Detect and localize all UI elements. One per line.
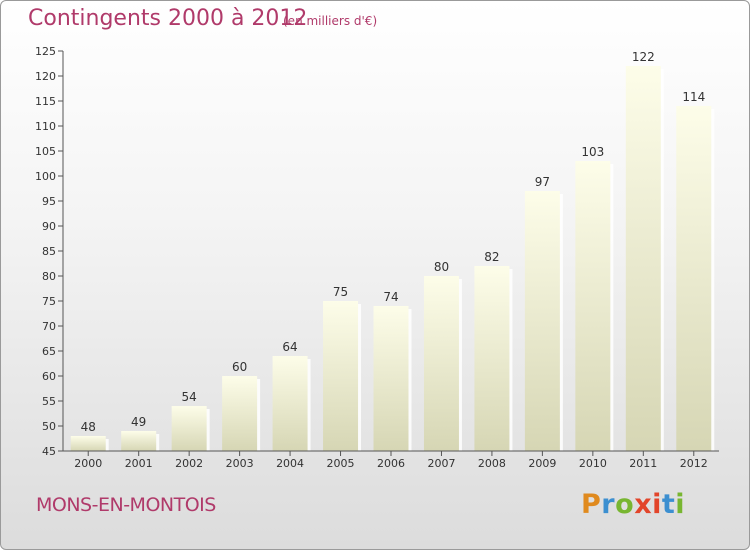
y-tick-label: 70 — [42, 320, 56, 333]
bar-value-label: 114 — [682, 90, 705, 104]
bar — [524, 191, 560, 451]
bar-value-label: 64 — [282, 340, 297, 354]
x-tick-label: 2002 — [175, 457, 203, 470]
bar-value-label: 82 — [484, 250, 499, 264]
bar — [121, 431, 157, 451]
bar — [423, 276, 459, 451]
logo-letter: i — [652, 489, 662, 520]
y-tick-label: 120 — [35, 70, 56, 83]
bar — [373, 306, 409, 451]
bar-value-label: 75 — [333, 285, 348, 299]
logo-letter: i — [675, 489, 686, 520]
bar-value-label: 97 — [535, 175, 550, 189]
x-tick-label: 2003 — [226, 457, 254, 470]
x-tick-label: 2000 — [74, 457, 102, 470]
commune-name: MONS-EN-MONTOIS — [36, 494, 216, 516]
bar — [171, 406, 207, 451]
logo-letter: o — [615, 489, 635, 520]
x-tick-label: 2011 — [629, 457, 657, 470]
bar-value-label: 48 — [81, 420, 96, 434]
bar-value-label: 49 — [131, 415, 146, 429]
chart-subtitle: (en milliers d'€) — [283, 14, 378, 28]
bar — [272, 356, 308, 451]
y-tick-label: 75 — [42, 295, 56, 308]
x-tick-label: 2012 — [680, 457, 708, 470]
x-tick-label: 2005 — [327, 457, 355, 470]
logo-letter: P — [581, 489, 602, 520]
y-tick-label: 60 — [42, 370, 56, 383]
y-tick-label: 95 — [42, 195, 56, 208]
y-tick-label: 110 — [35, 120, 56, 133]
axes-group: 2000 2001 2002 2003 2004 2005 2006 2007 2008 2009… — [35, 45, 719, 470]
y-tick-label: 55 — [42, 395, 56, 408]
proxiti-logo: Proxiti — [581, 489, 685, 520]
bar-value-label: 60 — [232, 360, 247, 374]
y-tick-label: 85 — [42, 245, 56, 258]
logo-letter: r — [601, 489, 616, 520]
bar-value-label: 54 — [182, 390, 197, 404]
x-tick-label: 2009 — [528, 457, 556, 470]
x-tick-label: 2004 — [276, 457, 304, 470]
bar — [676, 106, 712, 451]
chart-title: Contingents 2000 à 2012 — [28, 6, 308, 31]
y-tick-label: 80 — [42, 270, 56, 283]
bar — [474, 266, 510, 451]
y-tick-label: 45 — [42, 445, 56, 458]
logo-letter: t — [661, 489, 676, 520]
x-tick-label: 2006 — [377, 457, 405, 470]
bars-group: 48 49 54 60 64 75 74 80 82 97 103 122 114 — [70, 50, 715, 451]
y-tick-label: 90 — [42, 220, 56, 233]
x-tick-label: 2008 — [478, 457, 506, 470]
bar-value-label: 74 — [383, 290, 398, 304]
bar — [625, 66, 661, 451]
bar — [222, 376, 258, 451]
y-tick-label: 100 — [35, 170, 56, 183]
bar-value-label: 80 — [434, 260, 449, 274]
x-tick-label: 2001 — [125, 457, 153, 470]
y-tick-label: 105 — [35, 145, 56, 158]
x-tick-label: 2007 — [427, 457, 455, 470]
y-tick-label: 125 — [35, 45, 56, 58]
y-tick-label: 65 — [42, 345, 56, 358]
logo-letter: x — [634, 489, 653, 520]
y-tick-label: 50 — [42, 420, 56, 433]
bar — [323, 301, 359, 451]
x-tick-label: 2010 — [579, 457, 607, 470]
bar — [575, 161, 611, 451]
bar-value-label: 103 — [581, 145, 604, 159]
bar — [70, 436, 106, 451]
bar-value-label: 122 — [632, 50, 655, 64]
y-tick-label: 115 — [35, 95, 56, 108]
